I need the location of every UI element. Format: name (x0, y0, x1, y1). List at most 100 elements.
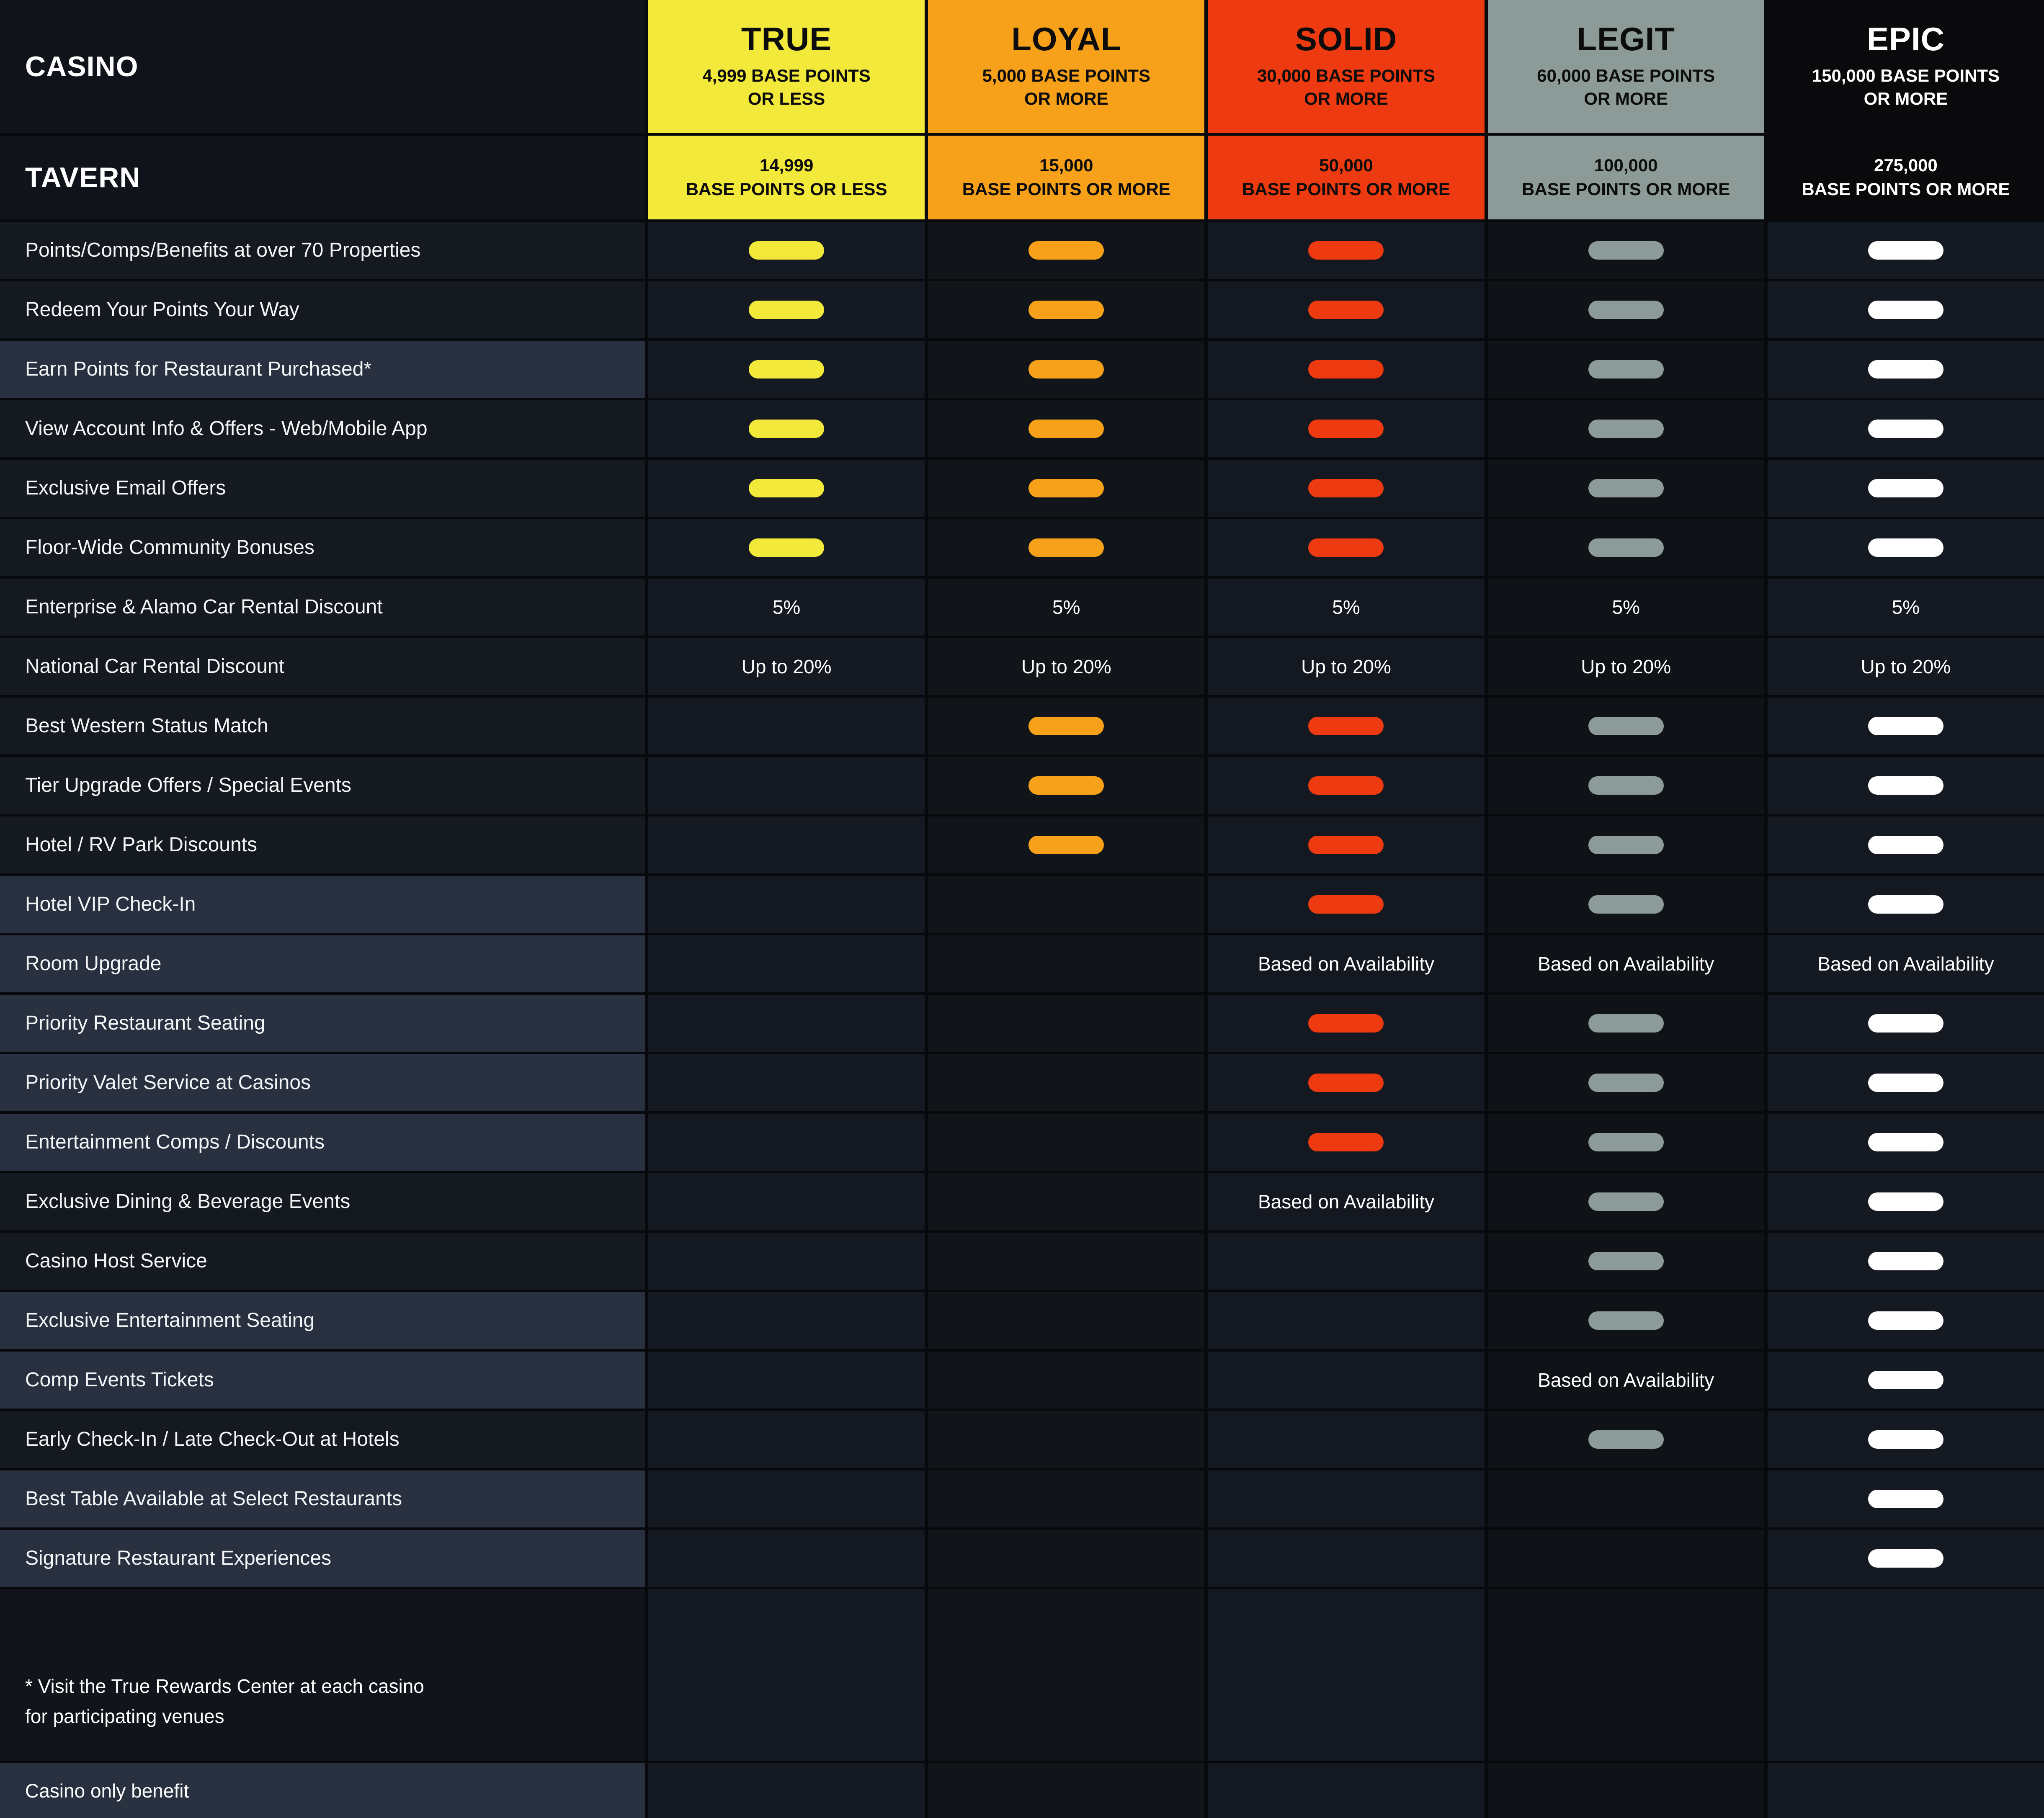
included-dash-icon (1028, 836, 1104, 854)
benefit-cell-solid (1208, 1352, 1485, 1409)
benefit-cell-legit (1487, 1530, 1764, 1587)
casino-header-label: CASINO (0, 0, 645, 133)
benefit-cell-legit: Based on Availability (1487, 1352, 1764, 1409)
included-dash-icon (1308, 479, 1384, 497)
included-dash-icon (1868, 479, 1943, 497)
benefit-cell-true (648, 757, 925, 814)
benefit-cell-epic (1767, 222, 2044, 279)
included-dash-icon (1868, 1490, 1943, 1508)
included-dash-icon (1868, 1430, 1943, 1449)
benefit-label: Signature Restaurant Experiences (0, 1530, 645, 1587)
column-filler-epic (1767, 1589, 2044, 1761)
benefit-value-text: Based on Availability (1817, 953, 1994, 975)
included-dash-icon (749, 479, 825, 497)
included-dash-icon (749, 538, 825, 557)
included-dash-icon (1868, 1252, 1943, 1270)
included-dash-icon (1588, 1430, 1664, 1449)
benefit-cell-legit (1487, 757, 1764, 814)
benefit-cell-epic (1767, 1470, 2044, 1527)
benefit-cell-solid (1208, 995, 1485, 1052)
column-filler-true (648, 1589, 925, 1761)
benefit-cell-loyal: 5% (928, 579, 1205, 636)
benefit-cell-legit (1487, 400, 1764, 457)
benefit-cell-epic (1767, 1411, 2044, 1468)
benefit-label: National Car Rental Discount (0, 638, 645, 695)
benefit-cell-true (648, 935, 925, 992)
tier-header-epic: EPIC 150,000 BASE POINTS OR MORE (1767, 0, 2044, 133)
included-dash-icon (1308, 1074, 1384, 1092)
included-dash-icon (1588, 1014, 1664, 1033)
tier-casino-requirement: 150,000 BASE POINTS OR MORE (1812, 66, 2000, 108)
benefit-cell-solid: Up to 20% (1208, 638, 1485, 695)
included-dash-icon (749, 301, 825, 319)
included-dash-icon (1588, 420, 1664, 438)
benefit-cell-solid (1208, 1292, 1485, 1349)
benefit-cell-legit (1487, 1233, 1764, 1290)
column-filler-legit (1487, 1589, 1764, 1761)
benefit-cell-loyal (928, 519, 1205, 576)
benefit-cell-epic (1767, 1530, 2044, 1587)
benefit-cell-epic (1767, 519, 2044, 576)
included-dash-icon (1868, 1014, 1943, 1033)
benefit-cell-loyal (928, 995, 1205, 1052)
benefit-cell-solid (1208, 816, 1485, 873)
benefit-cell-loyal (928, 281, 1205, 338)
benefit-label: Comp Events Tickets (0, 1352, 645, 1409)
included-dash-icon (1308, 241, 1384, 260)
benefit-cell-solid (1208, 1530, 1485, 1587)
benefit-cell-loyal (928, 698, 1205, 754)
benefit-value-text: Up to 20% (1301, 656, 1391, 677)
benefit-cell-epic (1767, 1352, 2044, 1409)
included-dash-icon (1588, 360, 1664, 379)
benefit-cell-epic (1767, 1233, 2044, 1290)
benefit-cell-solid (1208, 1054, 1485, 1111)
column-filler-true (648, 1763, 925, 1818)
benefit-cell-legit (1487, 876, 1764, 933)
included-dash-icon (1028, 301, 1104, 319)
included-dash-icon (1868, 1133, 1943, 1151)
included-dash-icon (1028, 479, 1104, 497)
included-dash-icon (1028, 538, 1104, 557)
tier-casino-requirement: 30,000 BASE POINTS OR MORE (1257, 66, 1435, 108)
benefit-value-text: Based on Availability (1538, 953, 1714, 975)
benefit-cell-true: 5% (648, 579, 925, 636)
included-dash-icon (1868, 1074, 1943, 1092)
benefit-cell-solid: 5% (1208, 579, 1485, 636)
included-dash-icon (749, 241, 825, 260)
benefit-label: Redeem Your Points Your Way (0, 281, 645, 338)
benefit-cell-solid (1208, 460, 1485, 517)
benefit-cell-epic (1767, 876, 2044, 933)
benefit-cell-loyal (928, 757, 1205, 814)
benefit-cell-true (648, 460, 925, 517)
benefit-cell-loyal (928, 222, 1205, 279)
benefit-cell-legit (1487, 698, 1764, 754)
included-dash-icon (1308, 360, 1384, 379)
benefit-label: Earn Points for Restaurant Purchased* (0, 341, 645, 398)
tier-name: EPIC (1866, 21, 1945, 58)
benefit-cell-loyal (928, 1114, 1205, 1171)
benefit-value-text: Based on Availability (1258, 1191, 1435, 1213)
benefit-cell-true (648, 1233, 925, 1290)
benefit-cell-legit (1487, 1292, 1764, 1349)
benefit-cell-legit: Up to 20% (1487, 638, 1764, 695)
included-dash-icon (1588, 1311, 1664, 1330)
tier-casino-requirement: 5,000 BASE POINTS OR MORE (982, 66, 1151, 108)
benefit-cell-loyal (928, 1352, 1205, 1409)
benefit-label: Priority Restaurant Seating (0, 995, 645, 1052)
benefit-cell-solid (1208, 400, 1485, 457)
benefit-cell-true (648, 1470, 925, 1527)
benefit-cell-solid (1208, 757, 1485, 814)
benefit-cell-epic (1767, 698, 2044, 754)
benefit-value-text: 5% (1892, 596, 1920, 618)
included-dash-icon (1308, 717, 1384, 735)
included-dash-icon (1588, 1192, 1664, 1211)
tier-header-legit: LEGIT 60,000 BASE POINTS OR MORE (1487, 0, 1764, 133)
benefit-cell-true (648, 995, 925, 1052)
included-dash-icon (1588, 1074, 1664, 1092)
benefit-cell-epic: 5% (1767, 579, 2044, 636)
benefit-cell-legit (1487, 1173, 1764, 1230)
included-dash-icon (1868, 301, 1943, 319)
benefit-cell-true (648, 519, 925, 576)
tier-casino-requirement: 4,999 BASE POINTS OR LESS (702, 66, 871, 108)
benefit-label: Hotel / RV Park Discounts (0, 816, 645, 873)
